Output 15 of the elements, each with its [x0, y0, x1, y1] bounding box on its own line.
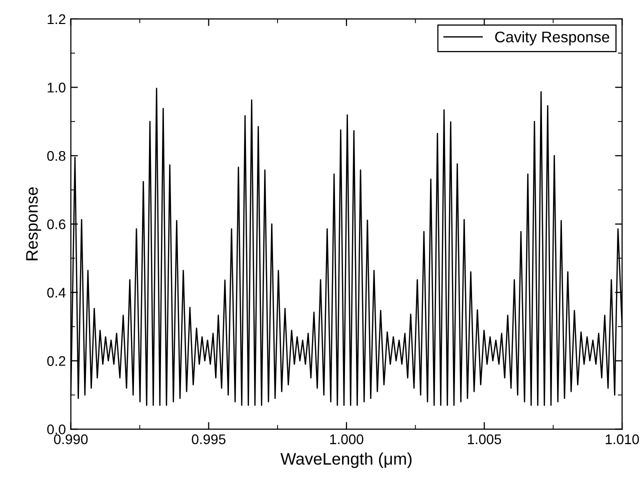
- y-tick-label: 1.2: [48, 14, 66, 24]
- x-axis-title: WaveLength (μm): [280, 452, 412, 468]
- x-tick-label: 1.000: [330, 434, 364, 444]
- y-tick-label: 0.6: [47, 219, 66, 230]
- y-tick-label: 0.4: [47, 288, 66, 298]
- y-tick-label: 1.0: [48, 82, 66, 92]
- x-tick-label: 0.990: [54, 434, 88, 444]
- y-tick-label: 0.0: [47, 424, 66, 434]
- y-tick-label: 0.8: [47, 151, 66, 161]
- y-axis-title: Response: [26, 187, 42, 260]
- x-tick-label: 1.010: [606, 434, 639, 444]
- legend-label: Cavity Response: [495, 31, 610, 46]
- x-tick-label: 1.005: [468, 434, 502, 444]
- x-tick-label: 0.995: [192, 434, 226, 444]
- y-tick-label: 0.2: [47, 356, 66, 366]
